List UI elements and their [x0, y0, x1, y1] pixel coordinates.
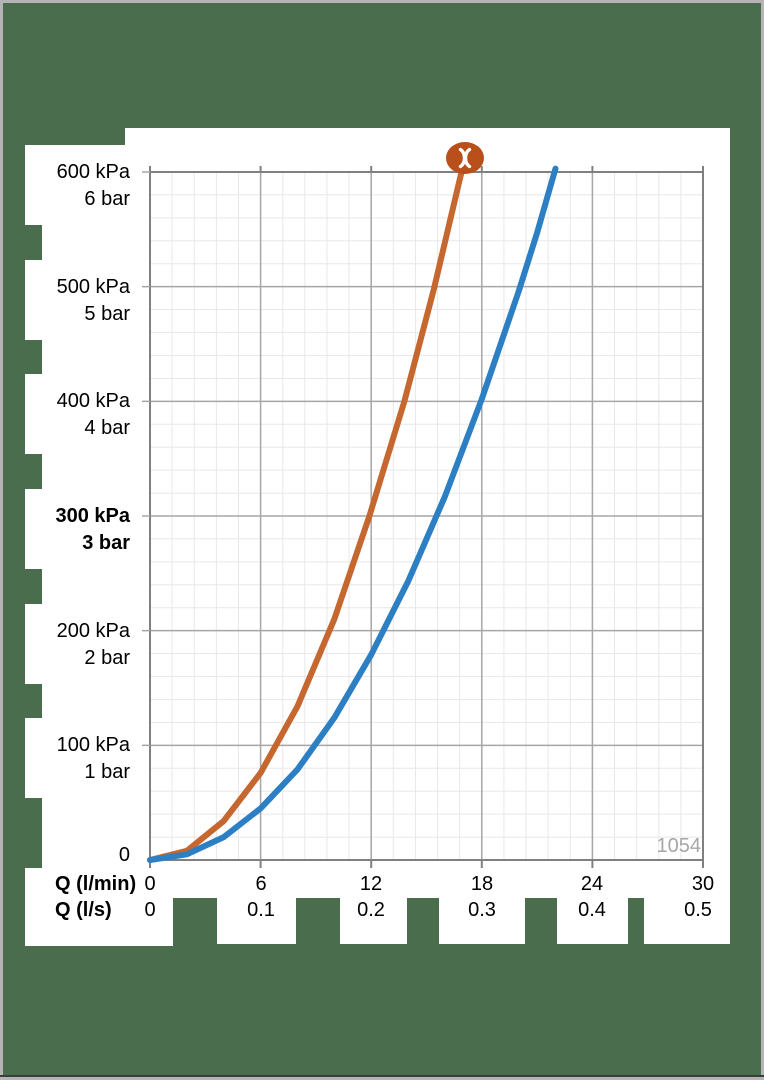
x-axis-unit-ls: Q (l/s): [55, 899, 112, 921]
y-label-kpa: 500 kPa: [56, 276, 130, 298]
y-axis-label-600kpa: 600 kPa 6 bar: [25, 145, 130, 225]
y-label-kpa: 200 kPa: [56, 620, 130, 642]
y-axis-label-500kpa: 500 kPa 5 bar: [25, 260, 130, 340]
x-tick-lmin-12: 12: [359, 873, 383, 895]
hansa-logo: [446, 142, 484, 174]
y-axis-zero-label: 0: [118, 844, 130, 866]
x-axis-unit-lmin: Q (l/min): [55, 873, 137, 895]
y-label-bar: 5 bar: [84, 303, 130, 325]
x-tick-ls-0.1: 0.1: [247, 899, 275, 921]
x-tick-ls-0.2: 0.2: [357, 899, 385, 921]
x-tick-ls-0.4: 0.4: [578, 899, 606, 921]
x-tick-ls-0.3: 0.3: [468, 899, 496, 921]
y-axis-label-100kpa: 100 kPa 1 bar: [25, 718, 130, 798]
y-axis-label-300kpa: 300 kPa 3 bar: [25, 489, 130, 569]
y-label-kpa: 400 kPa: [56, 390, 130, 412]
diagram-number: 1054: [656, 835, 702, 857]
x-tick-lmin-0: 0: [144, 873, 156, 895]
pressure-curve-blue: [147, 165, 559, 863]
x-axis-label-tab-2: [340, 896, 407, 944]
x-axis-label-tab-4: [557, 896, 628, 944]
y-label-bar: 2 bar: [84, 647, 130, 669]
chart-panel: [125, 128, 730, 870]
x-tick-ls-0.5: 0.5: [684, 899, 712, 921]
y-label-bar: 6 bar: [84, 188, 130, 210]
x-tick-lmin-30: 30: [691, 873, 715, 895]
x-tick-ls-0: 0: [144, 899, 156, 921]
y-label-kpa: 100 kPa: [56, 734, 130, 756]
flow-pressure-chart: [142, 162, 704, 868]
x-axis-label-tab-1: [217, 896, 296, 944]
y-label-bar: 4 bar: [84, 417, 130, 439]
window-bottom-edge: [0, 1075, 764, 1077]
y-axis-label-200kpa: 200 kPa 2 bar: [25, 604, 130, 684]
pressure-curve-orange: [147, 162, 469, 863]
y-label-kpa: 300 kPa: [55, 505, 130, 527]
y-axis-label-400kpa: 400 kPa 4 bar: [25, 374, 130, 454]
y-label-bar: 3 bar: [82, 532, 130, 554]
hansa-logo-icon: [446, 142, 484, 174]
x-tick-lmin-6: 6: [255, 873, 267, 895]
x-axis-label-tab-3: [439, 896, 525, 944]
x-axis-header-block: [25, 868, 173, 946]
x-tick-lmin-18: 18: [470, 873, 494, 895]
x-axis-label-tab-5: [644, 896, 730, 944]
y-label-kpa: 600 kPa: [56, 161, 130, 183]
x-tick-lmin-24: 24: [580, 873, 604, 895]
y-label-bar: 1 bar: [84, 761, 130, 783]
